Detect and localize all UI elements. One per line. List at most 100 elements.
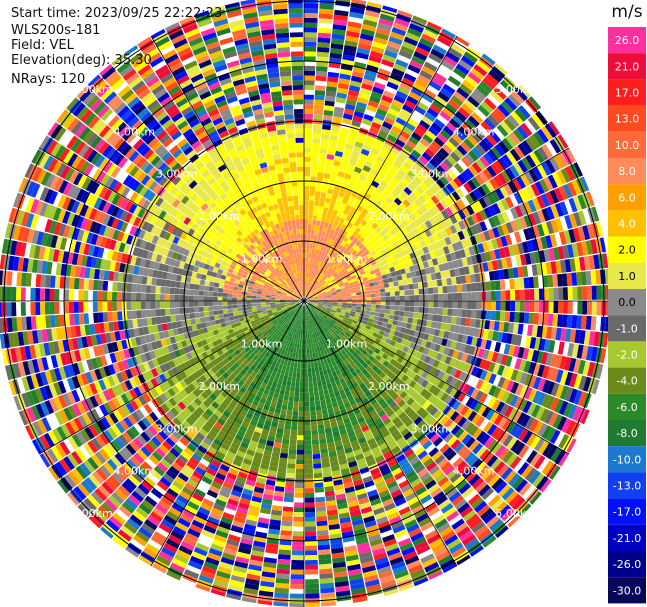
velocity-gate [486,193,497,205]
velocity-gate [351,274,357,280]
velocity-gate [411,55,426,66]
velocity-gate [347,298,352,301]
velocity-gate [301,353,304,359]
velocity-gate [343,49,356,57]
velocity-gate [328,282,334,287]
velocity-gate [390,31,405,41]
velocity-gate [310,273,313,279]
velocity-gate [355,233,362,241]
velocity-gate [376,108,388,117]
velocity-gate [324,277,329,282]
velocity-gate [557,314,563,328]
velocity-gate [304,507,316,513]
velocity-gate [346,295,352,299]
velocity-gate [333,230,339,237]
velocity-gate [384,116,395,126]
velocity-gate [322,124,332,131]
velocity-gate [448,47,463,59]
velocity-gate [300,368,304,373]
velocity-gate [464,153,476,165]
velocity-gate [309,353,314,359]
velocity-gate [315,289,321,294]
velocity-gate [487,228,496,240]
velocity-gate [285,385,291,392]
velocity-gate [525,154,537,169]
velocity-gate [297,440,304,445]
velocity-gate [310,290,315,295]
velocity-gate [395,156,405,165]
velocity-gate [300,377,304,383]
velocity-gate [331,235,337,241]
velocity-gate [461,103,474,115]
velocity-gate [361,273,367,279]
velocity-gate [529,151,541,166]
velocity-gate [380,259,388,266]
velocity-gate [307,367,312,373]
velocity-gate [305,286,307,292]
velocity-gate [486,149,498,162]
velocity-gate [346,267,353,273]
velocity-gate [336,211,343,218]
velocity-gate [369,269,376,275]
velocity-gate [434,95,448,107]
velocity-gate [323,252,328,259]
velocity-gate [326,154,335,161]
velocity-gate [446,316,452,324]
velocity-gate [377,275,383,281]
velocity-gate [318,285,324,290]
velocity-gate [312,244,316,250]
velocity-gate [386,81,399,91]
velocity-gate [375,288,381,294]
velocity-gate [365,307,371,312]
velocity-gate [320,287,325,292]
velocity-gate [292,410,299,417]
velocity-gate [329,268,335,274]
velocity-gate [359,153,368,161]
velocity-gate [464,119,477,131]
velocity-gate [482,168,493,180]
velocity-gate [342,296,348,299]
velocity-gate [516,176,526,189]
velocity-gate [307,294,312,299]
velocity-gate [405,195,415,205]
velocity-gate [343,281,349,286]
velocity-gate [310,290,315,295]
velocity-gate [294,487,304,493]
velocity-gate [371,192,380,200]
velocity-gate [522,187,532,201]
velocity-gate [323,172,331,179]
velocity-gate [418,155,429,165]
velocity-gate [319,266,324,272]
velocity-gate [492,227,501,238]
velocity-gate [381,94,393,104]
velocity-gate [290,381,296,387]
velocity-gate [306,292,310,298]
velocity-gate [404,295,410,301]
velocity-gate [378,68,391,77]
velocity-gate [338,206,345,214]
velocity-gate [304,377,309,383]
velocity-gate [315,191,321,197]
velocity-gate [384,49,398,59]
velocity-gate [345,264,351,270]
velocity-gate [307,272,310,278]
velocity-gate [486,301,492,311]
velocity-gate [305,286,308,292]
velocity-gate [370,289,376,294]
velocity-gate [319,256,324,262]
velocity-gate [320,404,327,410]
velocity-gate [315,288,320,293]
velocity-gate [553,154,565,170]
velocity-gate [305,602,321,607]
velocity-gate [317,294,323,297]
velocity-gate [309,248,313,254]
velocity-gate [549,189,560,204]
velocity-gate [368,55,382,64]
velocity-gate [407,27,422,38]
velocity-gate [309,283,312,288]
velocity-gate [314,229,319,236]
velocity-gate [350,75,363,83]
velocity-gate [577,194,587,210]
velocity-gate [357,157,366,165]
velocity-gate [369,286,376,291]
